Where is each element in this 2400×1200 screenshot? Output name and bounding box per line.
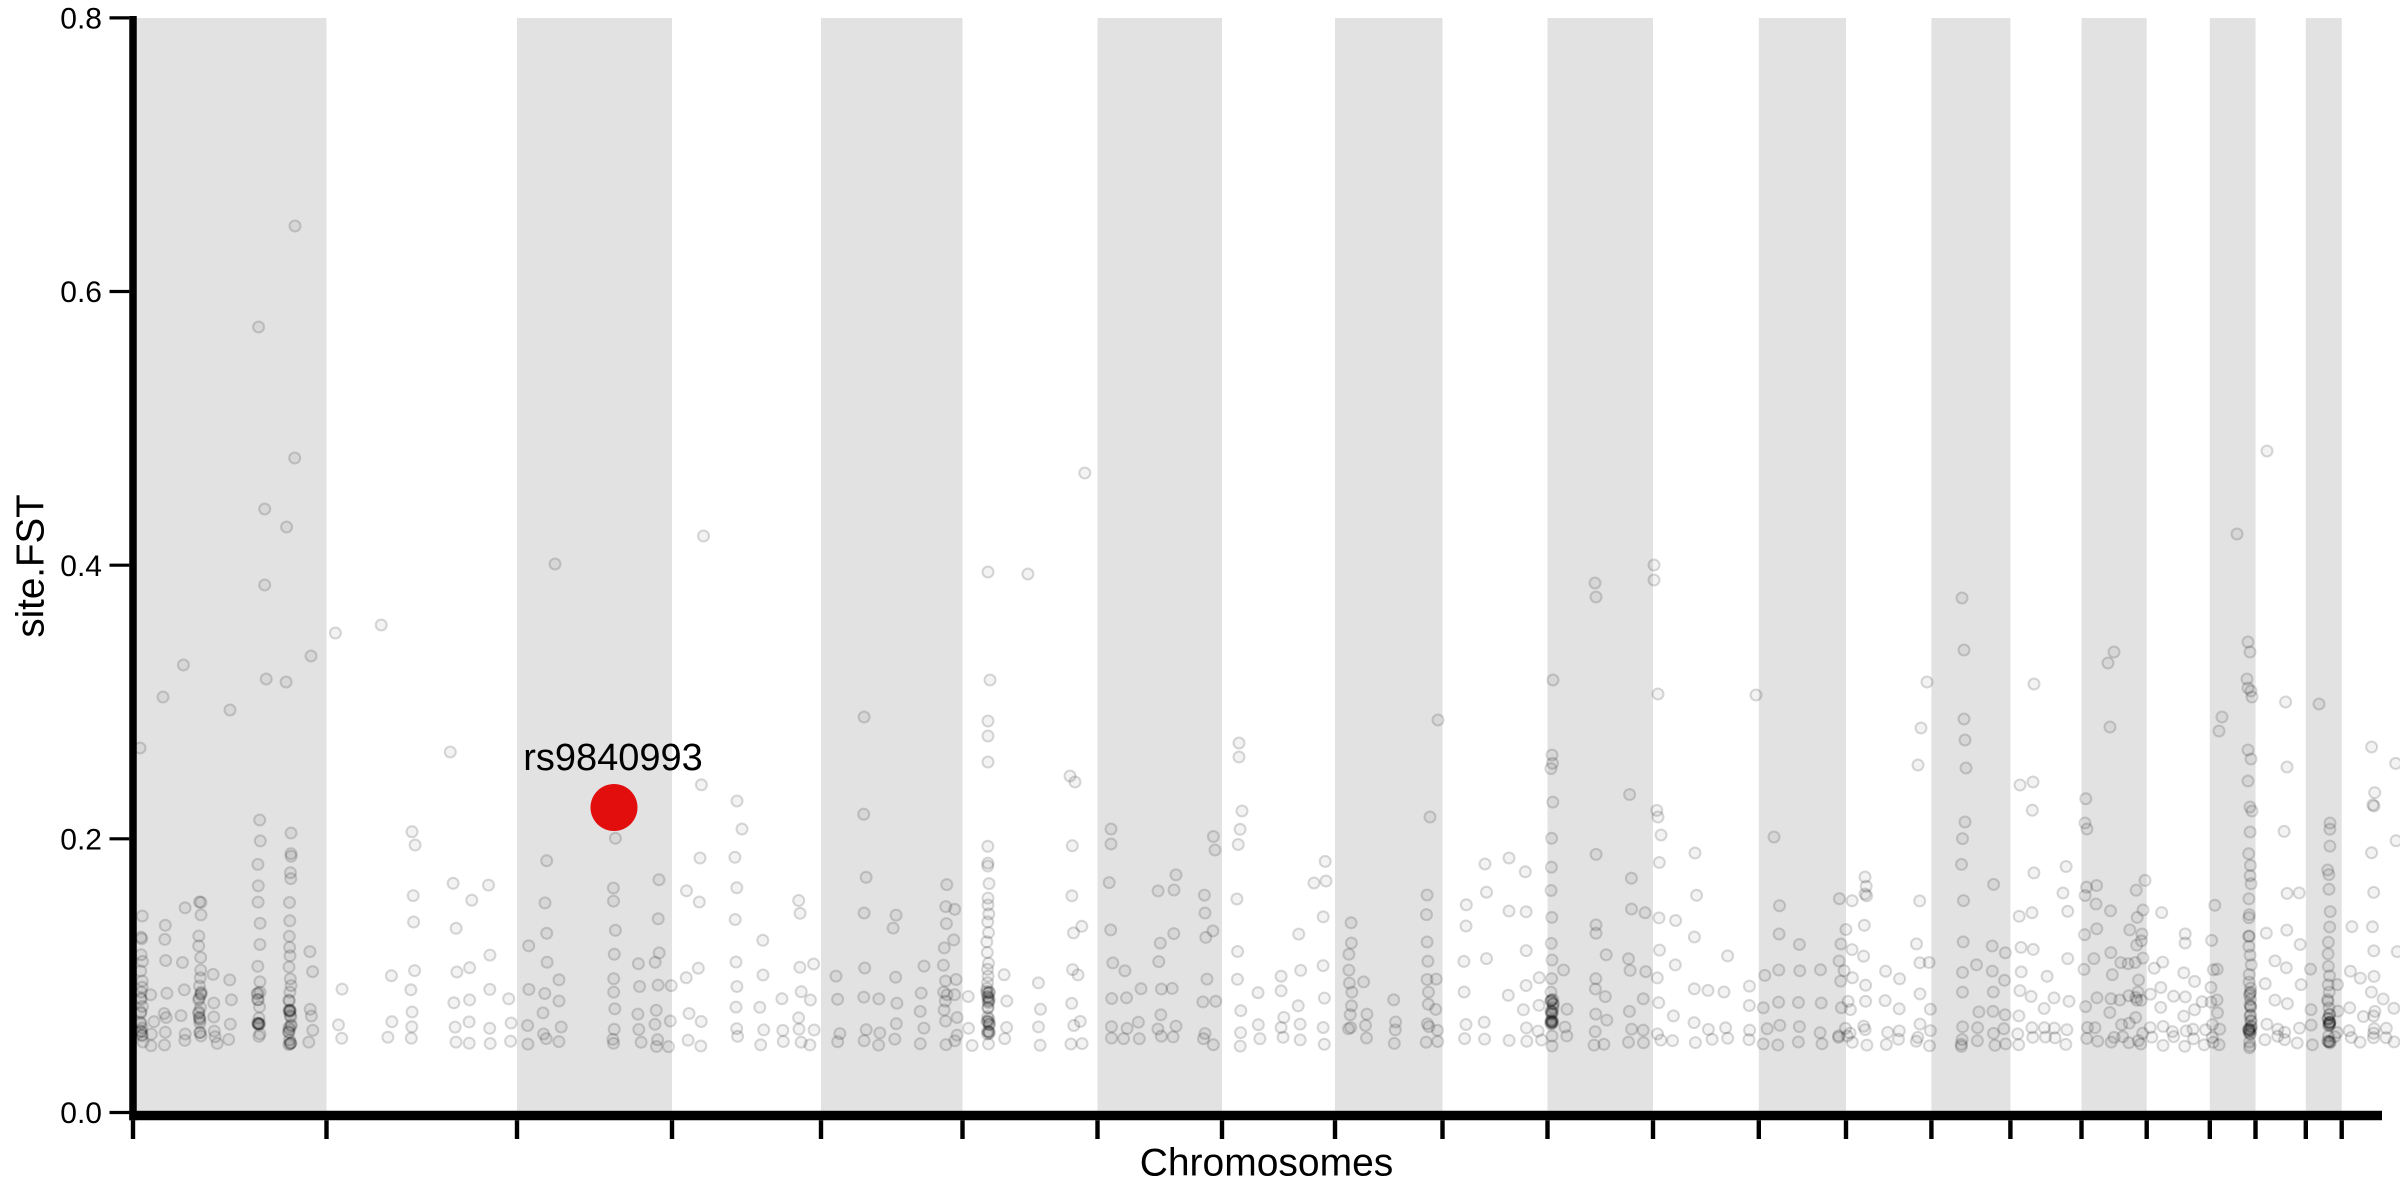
svg-text:rs9840993: rs9840993 <box>523 737 703 779</box>
svg-text:0.2: 0.2 <box>60 824 102 857</box>
svg-text:0.6: 0.6 <box>60 276 102 309</box>
svg-text:0.0: 0.0 <box>60 1097 102 1130</box>
svg-text:site.FST: site.FST <box>10 494 53 637</box>
svg-text:Chromosomes: Chromosomes <box>1140 1142 1394 1185</box>
svg-text:0.4: 0.4 <box>60 550 102 583</box>
svg-text:0.8: 0.8 <box>60 3 102 36</box>
